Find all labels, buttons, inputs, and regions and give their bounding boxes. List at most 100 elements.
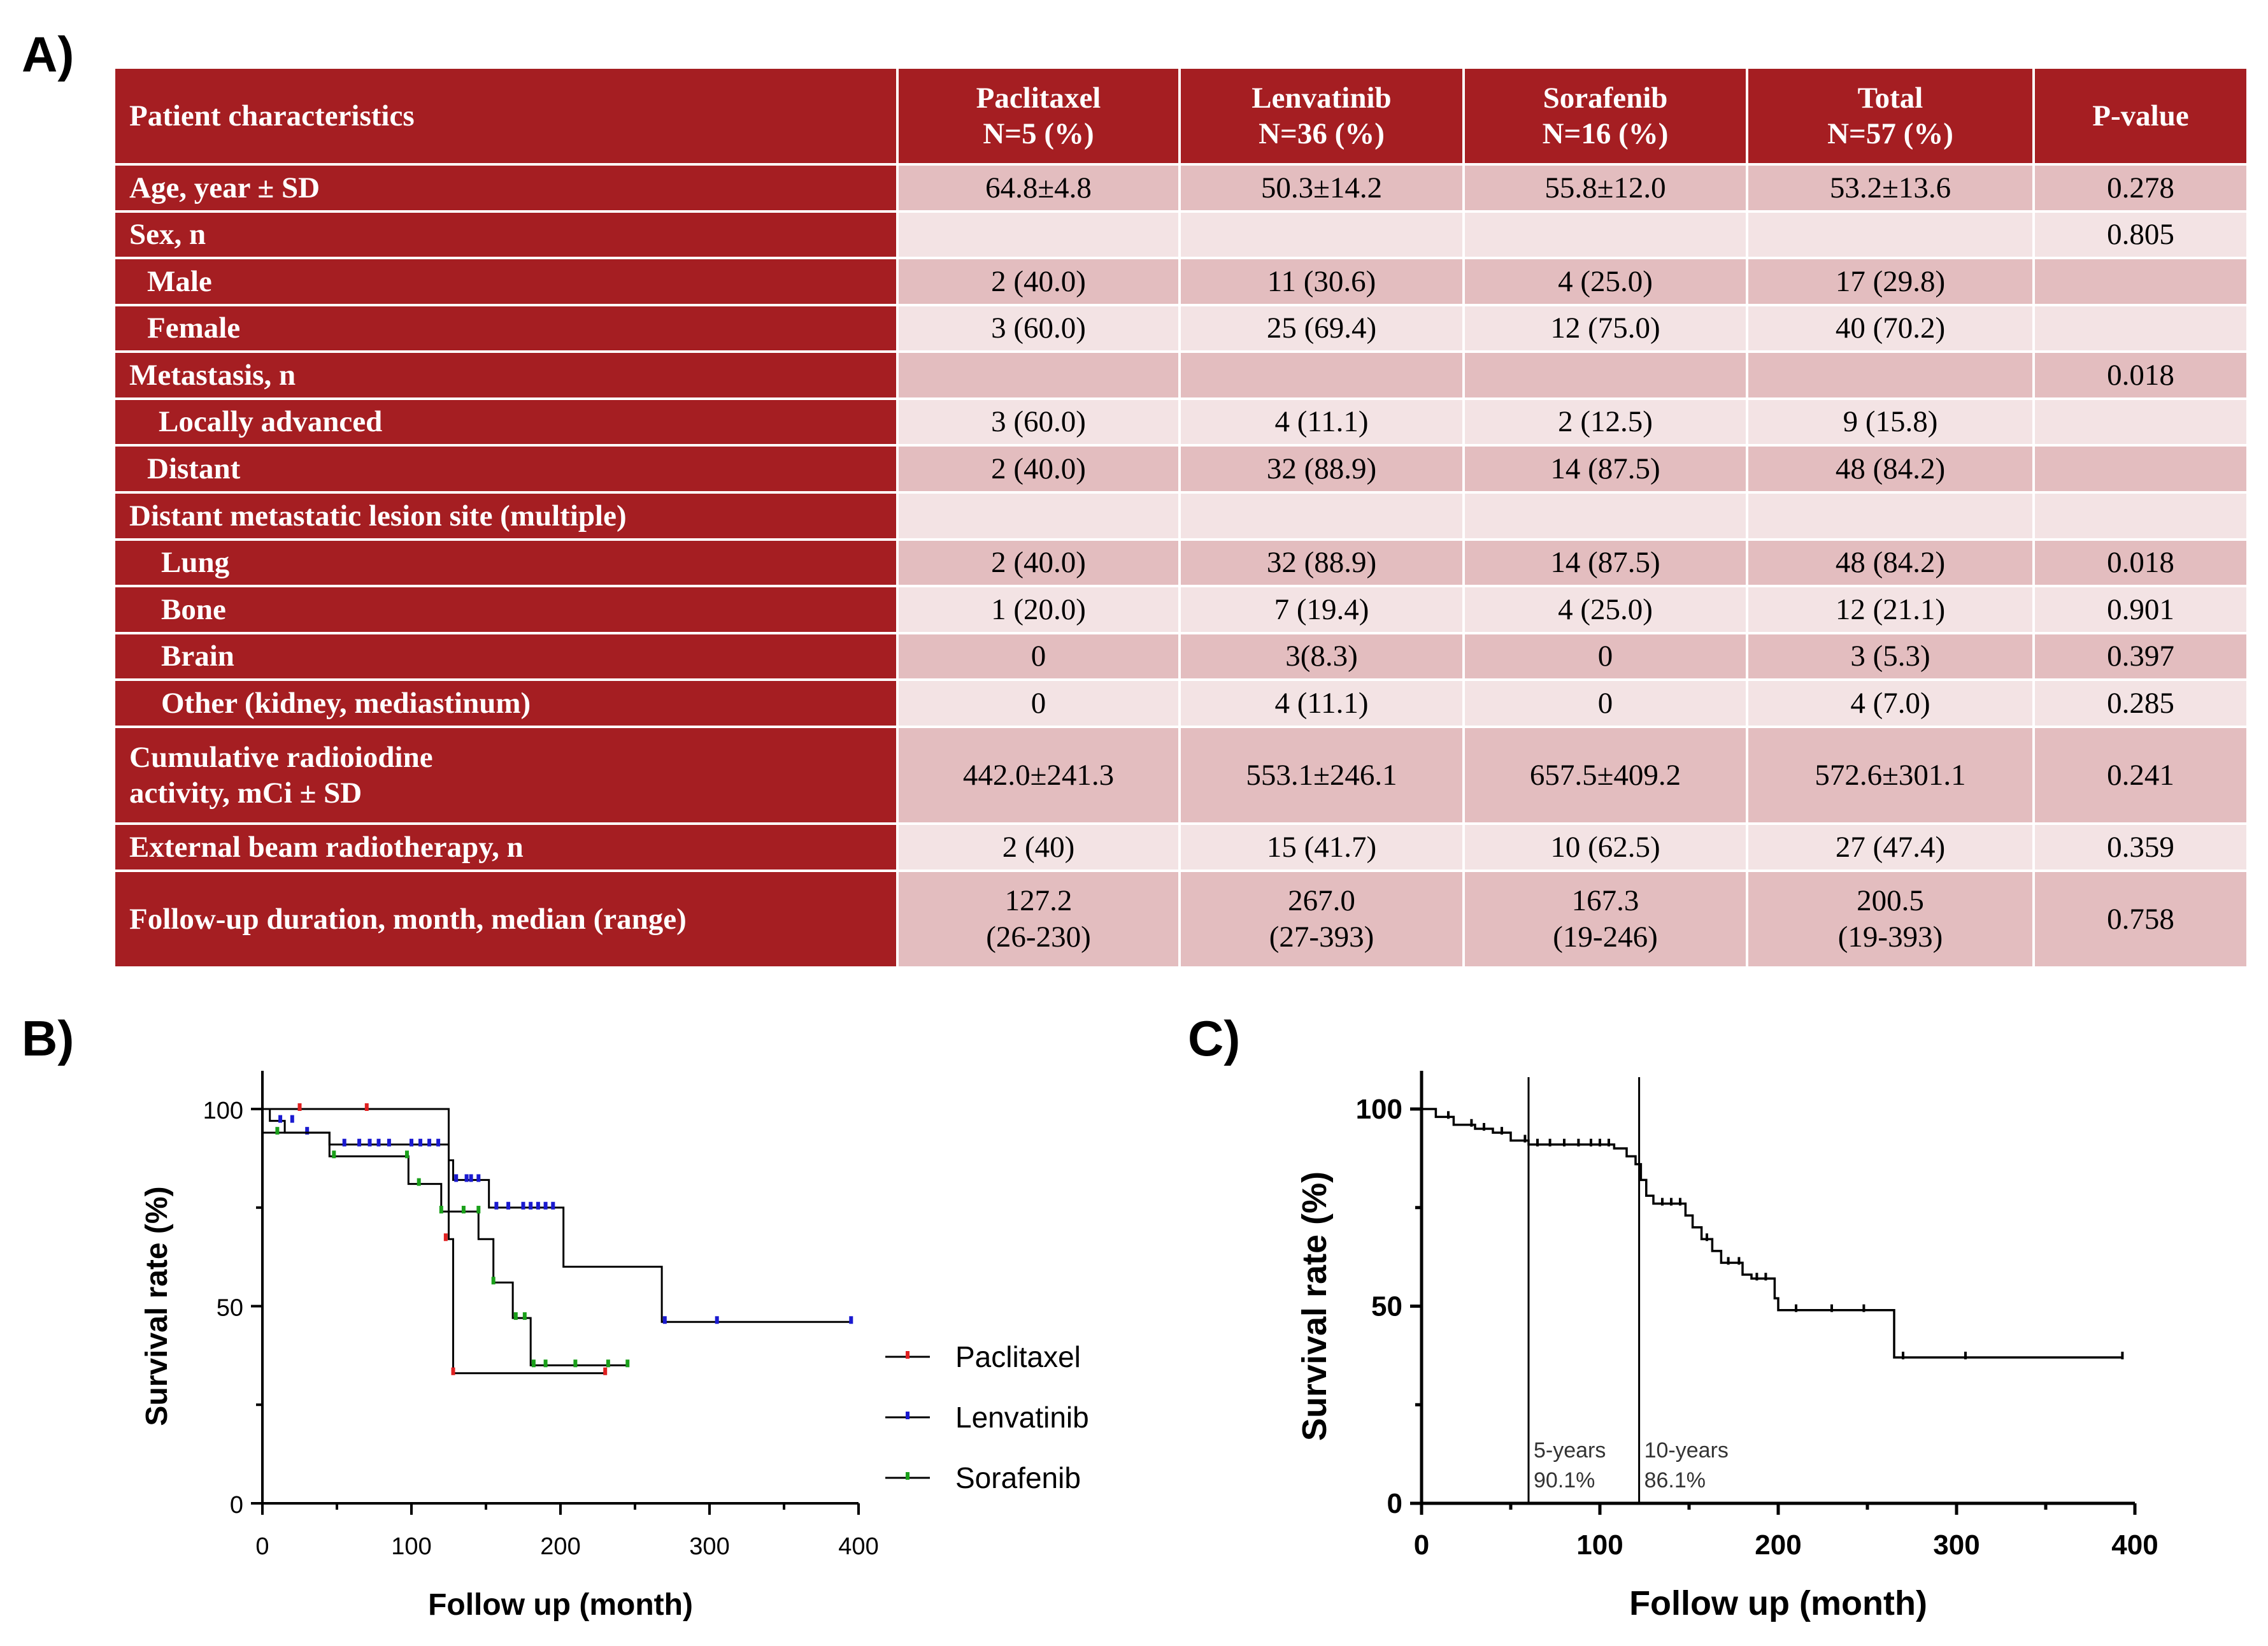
survival-chart-by-drug: 0 100 200 300 400 0 50 100 Follow up (month) Surv… xyxy=(140,1071,1089,1622)
table-cell xyxy=(1746,490,2035,541)
row-label-text: Sex, n xyxy=(129,218,206,252)
table-cell: 64.8±4.8 xyxy=(896,163,1181,213)
table-header-row: Patient characteristics Paclitaxel N=5 (%… xyxy=(113,66,2249,166)
table-cell xyxy=(2032,257,2249,306)
legend-entry: Sorafenib xyxy=(955,1461,1081,1494)
table-row: Bone 1 (20.0) 7 (19.4) 4 (25.0) 12 (21.1) 0.9… xyxy=(113,585,2249,634)
table-cell: 0.018 xyxy=(2032,538,2249,588)
table-cell: 0.901 xyxy=(2032,585,2249,634)
row-label: Distant xyxy=(113,444,899,494)
legend-entry: Lenvatinib xyxy=(955,1401,1089,1434)
table-cell xyxy=(1178,350,1465,400)
table-cell: 48 (84.2) xyxy=(1746,444,2035,494)
table-cell: 0.241 xyxy=(2032,725,2249,826)
y-tick-label: 100 xyxy=(1356,1094,1402,1125)
table-cell: 0.285 xyxy=(2032,678,2249,728)
table-cell: 167.3 (19-246) xyxy=(1462,869,1748,969)
header-cell-total: Total N=57 (%) xyxy=(1746,66,2035,166)
row-label: Brain xyxy=(113,631,899,682)
header-line1: Lenvatinib xyxy=(1252,81,1392,115)
row-label: Cumulative radioiodine activity, mCi ± SD xyxy=(113,725,899,826)
table-cell: 4 (11.1) xyxy=(1178,397,1465,447)
annotation-value: 90.1% xyxy=(1534,1468,1595,1492)
table-row: Lung 2 (40.0) 32 (88.9) 14 (87.5) 48 (84.2) 0… xyxy=(113,538,2249,588)
panel-label-a: A) xyxy=(22,26,75,82)
table-cell: 127.2 (26-230) xyxy=(896,869,1181,969)
row-label-text: External beam radiotherapy, n xyxy=(129,830,524,864)
row-label-text: Bone xyxy=(161,592,226,626)
table-row: Cumulative radioiodine activity, mCi ± SD… xyxy=(113,725,2249,826)
table-cell: 2 (40.0) xyxy=(896,257,1181,306)
table-cell: 4 (25.0) xyxy=(1462,585,1748,634)
x-tick-label: 300 xyxy=(689,1533,729,1560)
header-line1: Paclitaxel xyxy=(976,81,1101,115)
table-cell: 0 xyxy=(896,678,1181,728)
row-label-text: Female xyxy=(147,311,241,345)
table-cell xyxy=(896,350,1181,400)
row-label-text: Brain xyxy=(161,640,234,673)
row-label: Other (kidney, mediastinum) xyxy=(113,678,899,728)
table-cell: 572.6±301.1 xyxy=(1746,725,2035,826)
table-cell: 55.8±12.0 xyxy=(1462,163,1748,213)
row-label-text: Follow-up duration, month, median (range… xyxy=(129,902,687,936)
table-cell xyxy=(1178,490,1465,541)
table-cell: 12 (75.0) xyxy=(1462,303,1748,354)
x-tick-label: 100 xyxy=(391,1533,431,1560)
table-cell xyxy=(1462,350,1748,400)
y-tick-label: 50 xyxy=(217,1295,243,1322)
x-tick-label: 200 xyxy=(540,1533,580,1560)
header-line1: Patient characteristics xyxy=(129,99,415,132)
table-cell: 7 (19.4) xyxy=(1178,585,1465,634)
x-axis-label: Follow up (month) xyxy=(1629,1584,1927,1622)
table-cell: 0.278 xyxy=(2032,163,2249,213)
table-cell xyxy=(896,490,1181,541)
row-label: Distant metastatic lesion site (multiple… xyxy=(113,490,899,541)
x-tick-label: 0 xyxy=(1414,1529,1429,1561)
survival-curve-total xyxy=(1422,1108,2123,1359)
table-cell xyxy=(1746,350,2035,400)
legend-entry: Paclitaxel xyxy=(955,1340,1081,1373)
table-cell xyxy=(1462,490,1748,541)
table-row: Other (kidney, mediastinum) 0 4 (11.1) 0 4 (… xyxy=(113,678,2249,728)
table-row: Follow-up duration, month, median (range… xyxy=(113,869,2249,969)
header-line2: N=36 (%) xyxy=(1259,117,1385,150)
row-label-text: Cumulative radioiodine xyxy=(129,740,433,774)
row-label-text: Distant metastatic lesion site (multiple… xyxy=(129,499,627,533)
table-cell: 0 xyxy=(896,631,1181,682)
row-label: Sex, n xyxy=(113,210,899,260)
table-cell: 2 (12.5) xyxy=(1462,397,1748,447)
table-cell: 200.5 (19-393) xyxy=(1746,869,2035,969)
header-cell-paclitaxel: Paclitaxel N=5 (%) xyxy=(896,66,1181,166)
table-row: Locally advanced 3 (60.0) 4 (11.1) 2 (12.5)… xyxy=(113,397,2249,447)
table-row: External beam radiotherapy, n 2 (40) 15 (4… xyxy=(113,822,2249,872)
table-cell xyxy=(2032,444,2249,494)
table-cell: 0 xyxy=(1462,631,1748,682)
table-row: Brain 0 3(8.3) 0 3 (5.3) 0.397 xyxy=(113,631,2249,682)
table-cell xyxy=(1746,210,2035,260)
table-cell: 53.2±13.6 xyxy=(1746,163,2035,213)
table-cell: 17 (29.8) xyxy=(1746,257,2035,306)
x-axis-label: Follow up (month) xyxy=(428,1588,693,1622)
table-row: Male 2 (40.0) 11 (30.6) 4 (25.0) 17 (29.8) xyxy=(113,257,2249,306)
table-cell: 442.0±241.3 xyxy=(896,725,1181,826)
header-cell-lenvatinib: Lenvatinib N=36 (%) xyxy=(1178,66,1465,166)
table-cell: 32 (88.9) xyxy=(1178,444,1465,494)
table-cell: 3 (60.0) xyxy=(896,303,1181,354)
table-row: Distant metastatic lesion site (multiple… xyxy=(113,490,2249,541)
x-tick-label: 100 xyxy=(1576,1529,1623,1561)
table-cell: 40 (70.2) xyxy=(1746,303,2035,354)
table-cell: 14 (87.5) xyxy=(1462,538,1748,588)
table-cell: 50.3±14.2 xyxy=(1178,163,1465,213)
table-cell: 0.397 xyxy=(2032,631,2249,682)
panel-label-c: C) xyxy=(1188,1010,1241,1066)
x-tick-label: 300 xyxy=(1933,1529,1979,1561)
row-label-text: Other (kidney, mediastinum) xyxy=(161,686,531,720)
table-cell: 0.359 xyxy=(2032,822,2249,872)
table-cell: 553.1±246.1 xyxy=(1178,725,1465,826)
table-cell: 4 (7.0) xyxy=(1746,678,2035,728)
table-cell: 3 (5.3) xyxy=(1746,631,2035,682)
header-line1: P-value xyxy=(2092,99,2189,132)
header-line2: N=16 (%) xyxy=(1542,117,1669,150)
header-line1: Total xyxy=(1857,81,1923,115)
table-cell: 2 (40) xyxy=(896,822,1181,872)
